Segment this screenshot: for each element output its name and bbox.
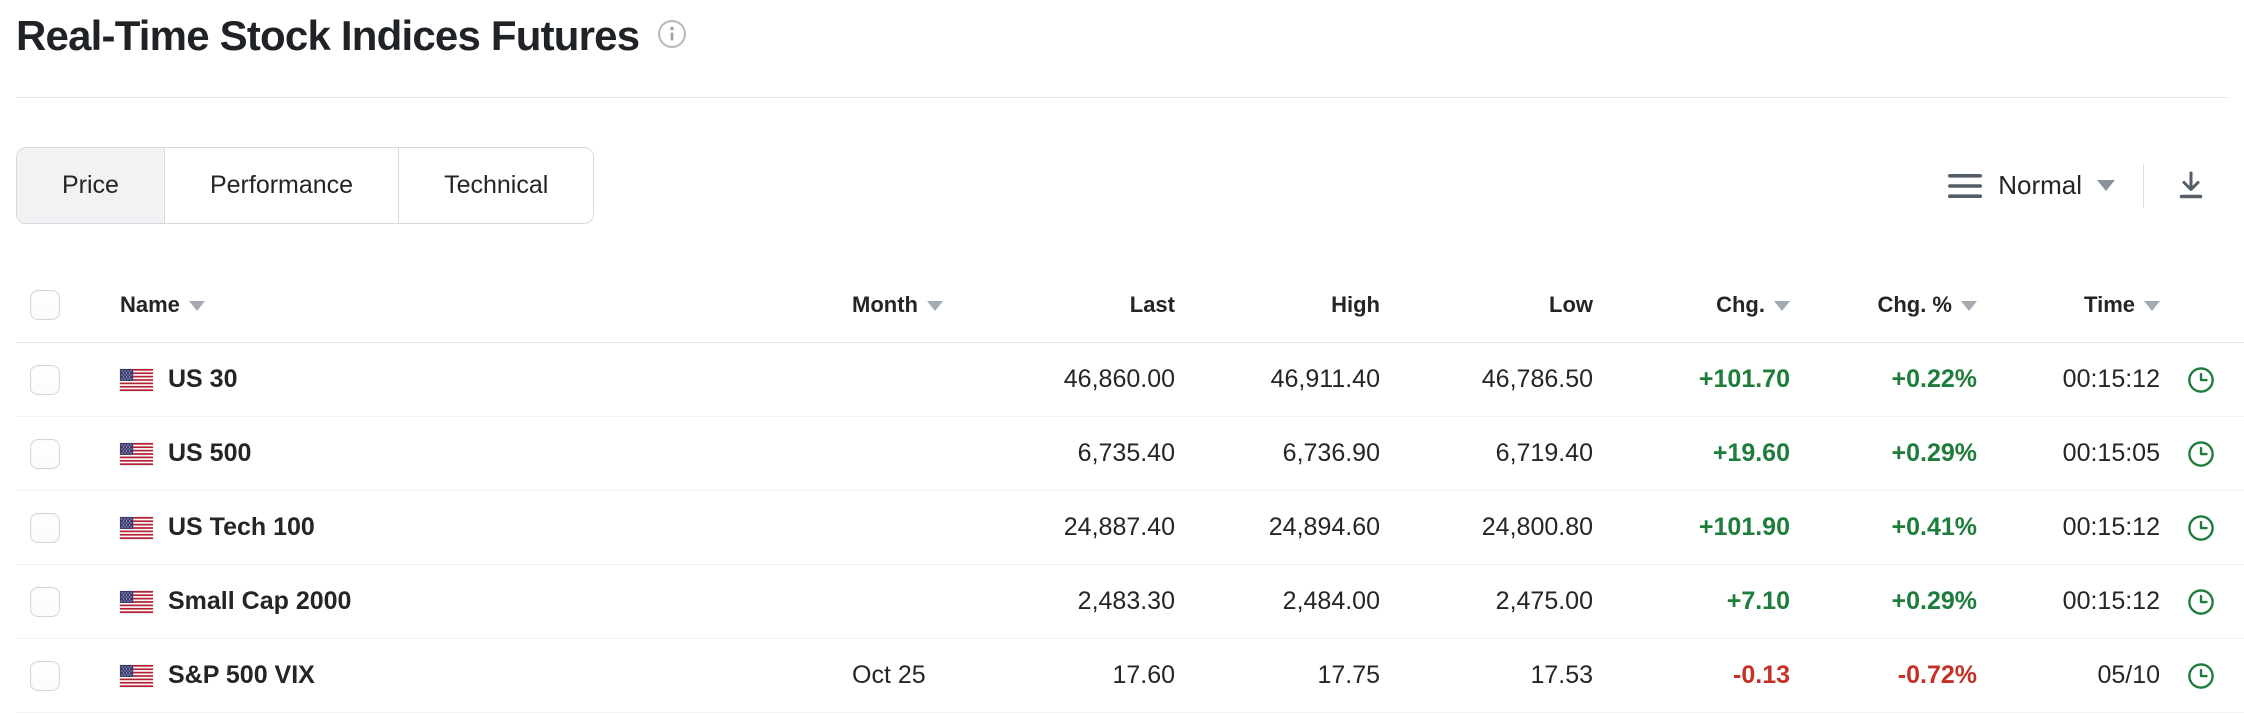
instrument-name[interactable]: Small Cap 2000 (168, 587, 352, 615)
chg-cell: +19.60 (1712, 439, 1790, 467)
row-checkbox[interactable] (30, 512, 60, 543)
chg-cell: -0.13 (1733, 661, 1790, 689)
chg-pct-cell: +0.29% (1891, 439, 1978, 467)
low-cell: 46,786.50 (1481, 365, 1593, 393)
low-cell: 17.53 (1530, 661, 1593, 689)
last-cell: 24,887.40 (1063, 513, 1175, 541)
column-header-name[interactable]: Name (90, 292, 840, 318)
last-cell: 6,735.40 (1077, 439, 1175, 467)
sort-arrow-icon (1774, 301, 1790, 311)
column-header-chg-pct[interactable]: Chg. % (1790, 292, 1977, 318)
time-cell: 00:15:12 (2062, 365, 2160, 393)
view-tab-group: Price Performance Technical (16, 147, 595, 224)
clock-icon (2186, 513, 2216, 543)
chevron-down-icon (2097, 180, 2115, 191)
column-header-month[interactable]: Month (840, 292, 1010, 318)
us-flag-icon (120, 369, 153, 391)
row-density-label: Normal (1998, 170, 2082, 200)
tab-technical[interactable]: Technical (398, 148, 594, 223)
info-icon[interactable] (657, 19, 687, 49)
low-cell: 6,719.40 (1495, 439, 1593, 467)
market-status-cell (2160, 439, 2244, 469)
last-cell: 2,483.30 (1077, 587, 1175, 615)
page-title: Real-Time Stock Indices Futures (16, 12, 640, 60)
clock-icon (2186, 587, 2216, 617)
futures-table: Name Month Last High Low Chg. Chg. % Tim… (16, 267, 2244, 713)
table-controls: Normal (1948, 163, 2220, 208)
time-cell: 05/10 (2097, 661, 2160, 689)
sort-arrow-icon (188, 301, 205, 311)
sort-arrow-icon (2144, 301, 2160, 311)
us-flag-icon (120, 517, 153, 539)
market-status-cell (2160, 513, 2244, 543)
chg-pct-cell: +0.41% (1891, 513, 1978, 541)
month-cell: Oct 25 (852, 661, 926, 689)
table-header-row: Name Month Last High Low Chg. Chg. % Tim… (16, 267, 2244, 343)
high-cell: 24,894.60 (1268, 513, 1380, 541)
chg-pct-cell: -0.72% (1897, 661, 1977, 689)
table-row[interactable]: S&P 500 VIX Oct 25 17.60 17.75 17.53 -0.… (16, 639, 2244, 713)
us-flag-icon (120, 443, 153, 465)
instrument-name[interactable]: US Tech 100 (168, 513, 315, 541)
column-header-low[interactable]: Low (1549, 291, 1593, 317)
low-cell: 2,475.00 (1495, 587, 1593, 615)
row-checkbox[interactable] (30, 586, 60, 617)
sort-arrow-icon (926, 301, 943, 311)
chg-cell: +101.70 (1698, 365, 1790, 393)
market-status-cell (2160, 587, 2244, 617)
last-cell: 46,860.00 (1063, 365, 1175, 393)
chg-pct-cell: +0.29% (1891, 587, 1978, 615)
tab-performance[interactable]: Performance (163, 148, 399, 223)
select-all-checkbox[interactable] (30, 289, 60, 320)
toolbar: Price Performance Technical Normal (16, 147, 2228, 224)
us-flag-icon (120, 665, 153, 687)
high-cell: 17.75 (1317, 661, 1380, 689)
table-row[interactable]: US 30 46,860.00 46,911.40 46,786.50 +101… (16, 343, 2244, 417)
sort-arrow-icon (1961, 301, 1977, 311)
tab-price[interactable]: Price (17, 148, 164, 223)
row-checkbox[interactable] (30, 364, 60, 395)
chg-pct-cell: +0.22% (1891, 365, 1978, 393)
download-button[interactable] (2174, 169, 2208, 203)
high-cell: 46,911.40 (1270, 365, 1380, 393)
table-row[interactable]: US Tech 100 24,887.40 24,894.60 24,800.8… (16, 491, 2244, 565)
row-checkbox[interactable] (30, 438, 60, 469)
row-density-dropdown[interactable]: Normal (1948, 170, 2115, 201)
clock-icon (2186, 365, 2216, 395)
toolbar-divider (2143, 163, 2144, 208)
row-checkbox[interactable] (30, 660, 60, 691)
instrument-name[interactable]: US 500 (168, 439, 252, 467)
instrument-name[interactable]: US 30 (168, 365, 238, 393)
column-header-high[interactable]: High (1331, 291, 1380, 317)
low-cell: 24,800.80 (1481, 513, 1593, 541)
clock-icon (2186, 439, 2216, 469)
column-header-chg[interactable]: Chg. (1593, 292, 1790, 318)
chg-cell: +101.90 (1698, 513, 1790, 541)
last-cell: 17.60 (1112, 661, 1175, 689)
table-row[interactable]: Small Cap 2000 2,483.30 2,484.00 2,475.0… (16, 565, 2244, 639)
high-cell: 2,484.00 (1282, 587, 1380, 615)
time-cell: 00:15:12 (2062, 587, 2160, 615)
instrument-name[interactable]: S&P 500 VIX (168, 661, 315, 689)
chg-cell: +7.10 (1726, 587, 1790, 615)
clock-icon (2186, 661, 2216, 691)
row-density-icon (1948, 172, 1982, 200)
page-header: Real-Time Stock Indices Futures (16, 0, 2228, 98)
column-header-time[interactable]: Time (1977, 292, 2160, 318)
high-cell: 6,736.90 (1282, 439, 1380, 467)
market-status-cell (2160, 661, 2244, 691)
time-cell: 00:15:05 (2062, 439, 2160, 467)
table-row[interactable]: US 500 6,735.40 6,736.90 6,719.40 +19.60… (16, 417, 2244, 491)
column-header-last[interactable]: Last (1129, 291, 1175, 317)
time-cell: 00:15:12 (2062, 513, 2160, 541)
market-status-cell (2160, 365, 2244, 395)
us-flag-icon (120, 591, 153, 613)
